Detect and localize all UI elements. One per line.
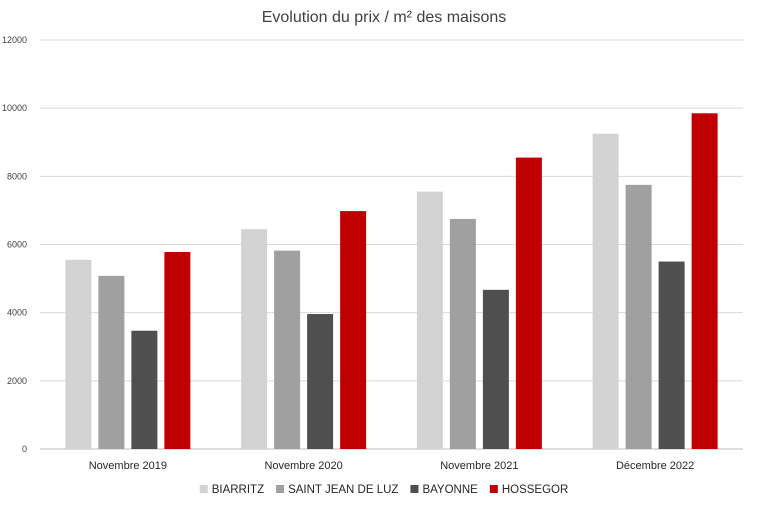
bar [416, 191, 443, 449]
legend-swatch [199, 485, 208, 493]
legend-swatch [410, 485, 419, 493]
y-axis: 0 2000 4000 6000 8000 10000 12000 [2, 35, 27, 454]
legend-label: HOSSEGOR [502, 484, 568, 496]
legend-swatch [276, 485, 285, 493]
bar [98, 275, 125, 449]
x-tick-label: Novembre 2020 [264, 460, 342, 472]
bar [691, 113, 718, 449]
bar [241, 229, 268, 449]
bar [65, 259, 92, 449]
chart-title: Evolution du prix / m² des maisons [262, 9, 507, 26]
y-tick-label: 6000 [7, 240, 27, 250]
x-tick-label: Décembre 2022 [616, 460, 694, 472]
y-tick-label: 10000 [2, 103, 27, 113]
bars [65, 113, 718, 449]
x-tick-label: Novembre 2019 [89, 460, 167, 472]
legend-label: BAYONNE [422, 484, 478, 496]
bar [658, 261, 685, 449]
y-tick-label: 2000 [7, 376, 27, 386]
legend-swatch [489, 485, 498, 493]
bar [274, 250, 301, 449]
bar [307, 314, 334, 449]
bar [340, 211, 367, 449]
y-tick-label: 4000 [7, 308, 27, 318]
bar [164, 251, 191, 449]
y-tick-label: 12000 [2, 35, 27, 45]
bar [625, 184, 652, 449]
x-tick-label: Novembre 2021 [440, 460, 518, 472]
bar [449, 218, 476, 449]
bar [515, 157, 542, 449]
bar [131, 330, 158, 449]
x-axis: Novembre 2019 Novembre 2020 Novembre 2021 D… [89, 460, 695, 472]
y-tick-label: 8000 [7, 171, 27, 181]
bar [482, 289, 509, 449]
legend-label: BIARRITZ [212, 484, 264, 496]
legend-label: SAINT JEAN DE LUZ [288, 484, 398, 496]
y-tick-label: 0 [22, 444, 27, 454]
bar [592, 133, 619, 449]
legend: BIARRITZ SAINT JEAN DE LUZ BAYONNE HOSSEGOR [199, 484, 568, 496]
